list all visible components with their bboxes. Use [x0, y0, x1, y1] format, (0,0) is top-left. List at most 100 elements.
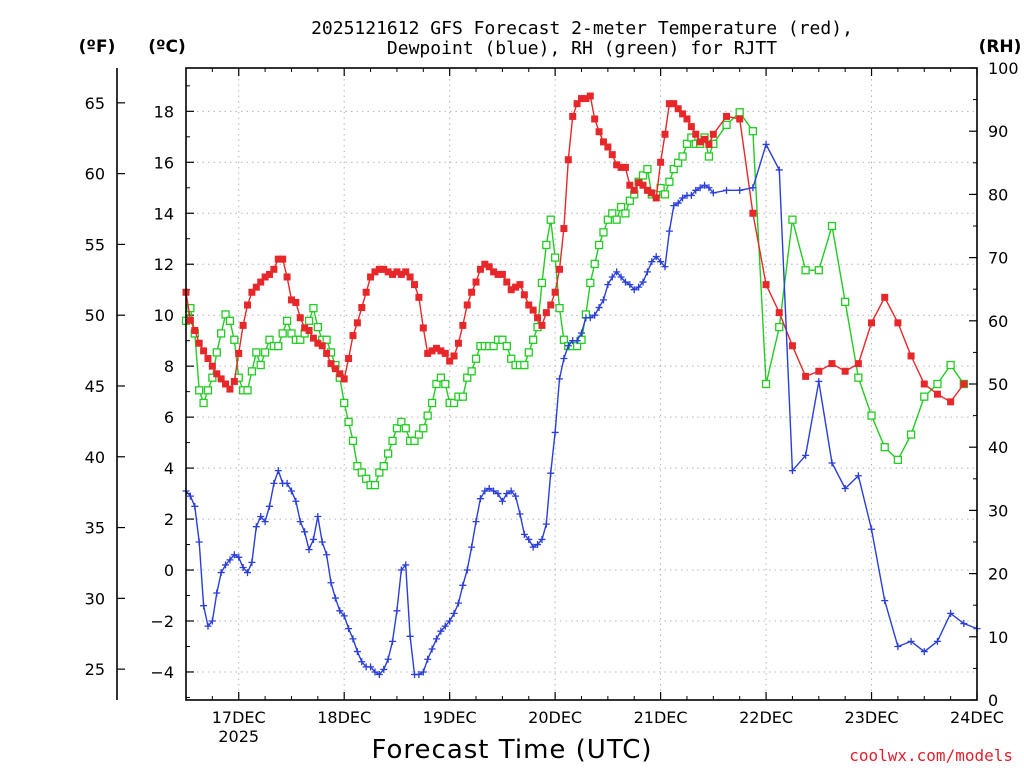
temperature-point: [248, 288, 256, 296]
dewpoint-point: [336, 607, 344, 615]
dewpoint-point: [476, 495, 484, 503]
dewpoint-point: [520, 530, 528, 538]
temperature-point: [516, 281, 524, 289]
dewpoint-point: [556, 375, 564, 383]
temperature-point: [437, 347, 445, 355]
dewpoint-point: [235, 553, 243, 561]
dewpoint-point: [406, 632, 414, 640]
temperature-point: [349, 332, 357, 340]
dewpoint-point: [244, 569, 252, 577]
celsius-tick-label: 2: [164, 510, 174, 529]
temperature-point: [854, 360, 862, 368]
rh-point: [419, 424, 428, 433]
rh-point: [375, 468, 384, 477]
dewpoint-point: [208, 617, 216, 625]
dewpoint-point: [933, 637, 941, 645]
temperature-point: [186, 316, 194, 324]
dewpoint-point: [393, 607, 401, 615]
dewpoint-point: [468, 543, 476, 551]
temperature-point: [213, 370, 221, 378]
dewpoint-point: [920, 648, 928, 656]
dewpoint-point: [195, 538, 203, 546]
temperature-point: [204, 355, 212, 363]
rh-point: [555, 304, 564, 313]
x-tick-label: 19DEC: [423, 708, 477, 727]
temperature-point: [498, 270, 506, 278]
rh-point: [353, 462, 362, 471]
rh-point: [471, 354, 481, 363]
temperature-point: [547, 301, 555, 309]
temperature-point: [375, 265, 383, 273]
temperature-point: [362, 288, 370, 296]
credit-link[interactable]: coolwx.com/models: [849, 746, 1013, 765]
temperature-point: [802, 372, 810, 380]
temperature-point: [490, 268, 498, 276]
temperature-point: [534, 314, 542, 322]
temperature-point: [380, 265, 388, 273]
temperature-point: [441, 349, 449, 357]
dewpoint-point: [314, 513, 322, 521]
temperature-point: [345, 355, 353, 363]
rh-point: [854, 373, 863, 382]
rh-point: [590, 259, 599, 269]
rh-point: [559, 335, 569, 344]
chart-title-line-1: 2025121612 GFS Forecast 2-meter Temperat…: [311, 18, 853, 39]
dewpoint-point: [525, 535, 533, 543]
series-rh: [181, 108, 968, 490]
temperature-point: [709, 130, 717, 138]
dewpoint-point: [907, 637, 915, 645]
celsius-tick-label: 12: [154, 255, 174, 274]
dewpoint-point: [213, 589, 221, 597]
temperature-point: [551, 288, 559, 296]
rh-point: [603, 215, 613, 224]
fahrenheit-tick-label: 65: [85, 94, 105, 113]
dewpoint-point: [661, 263, 669, 271]
rh-point: [309, 304, 318, 313]
dewpoint-point: [428, 645, 436, 653]
temperature-point: [191, 326, 199, 334]
rh-point: [467, 367, 476, 376]
celsius-tick-label: 0: [164, 561, 174, 580]
temperature-point: [397, 270, 405, 278]
dewpoint-point: [239, 563, 247, 571]
series-temperature: [182, 92, 968, 406]
temperature-point: [788, 342, 796, 350]
temperature-point: [542, 309, 550, 317]
dewpoint-point: [696, 184, 704, 192]
dewpoint-point: [380, 665, 388, 673]
dewpoint-point: [534, 541, 542, 549]
rh-point: [427, 398, 437, 408]
dewpoint-point: [463, 566, 471, 574]
rh-point: [186, 304, 195, 313]
dewpoint-point: [498, 497, 506, 505]
temperature-point: [608, 151, 616, 159]
rh-point: [260, 348, 270, 357]
dewpoint-point: [564, 342, 572, 350]
temperature-point: [446, 357, 454, 365]
temperature-point: [367, 273, 375, 281]
dewpoint-point: [868, 525, 876, 533]
temperature-point: [371, 268, 379, 276]
dewpoint-point: [529, 543, 537, 551]
temperature-point: [670, 100, 678, 108]
temperature-point: [701, 135, 709, 143]
rh-point: [304, 316, 314, 325]
rh-point: [195, 386, 204, 395]
temperature-point: [674, 105, 682, 113]
dewpoint-point: [503, 490, 511, 498]
rh-point: [436, 373, 446, 382]
rh-point: [920, 392, 929, 401]
temperature-point: [621, 163, 629, 171]
dewpoint-point: [485, 484, 493, 492]
dewpoint-point: [608, 273, 616, 281]
temperature-point: [881, 293, 889, 301]
rh-point: [761, 379, 771, 389]
temperature-point: [472, 278, 480, 286]
rh-tick-label: 0: [988, 691, 998, 710]
rh-point: [906, 430, 916, 439]
dewpoint-point: [551, 428, 559, 436]
temperature-point: [960, 380, 968, 388]
rh-point: [841, 297, 850, 306]
rh-point: [247, 367, 257, 376]
